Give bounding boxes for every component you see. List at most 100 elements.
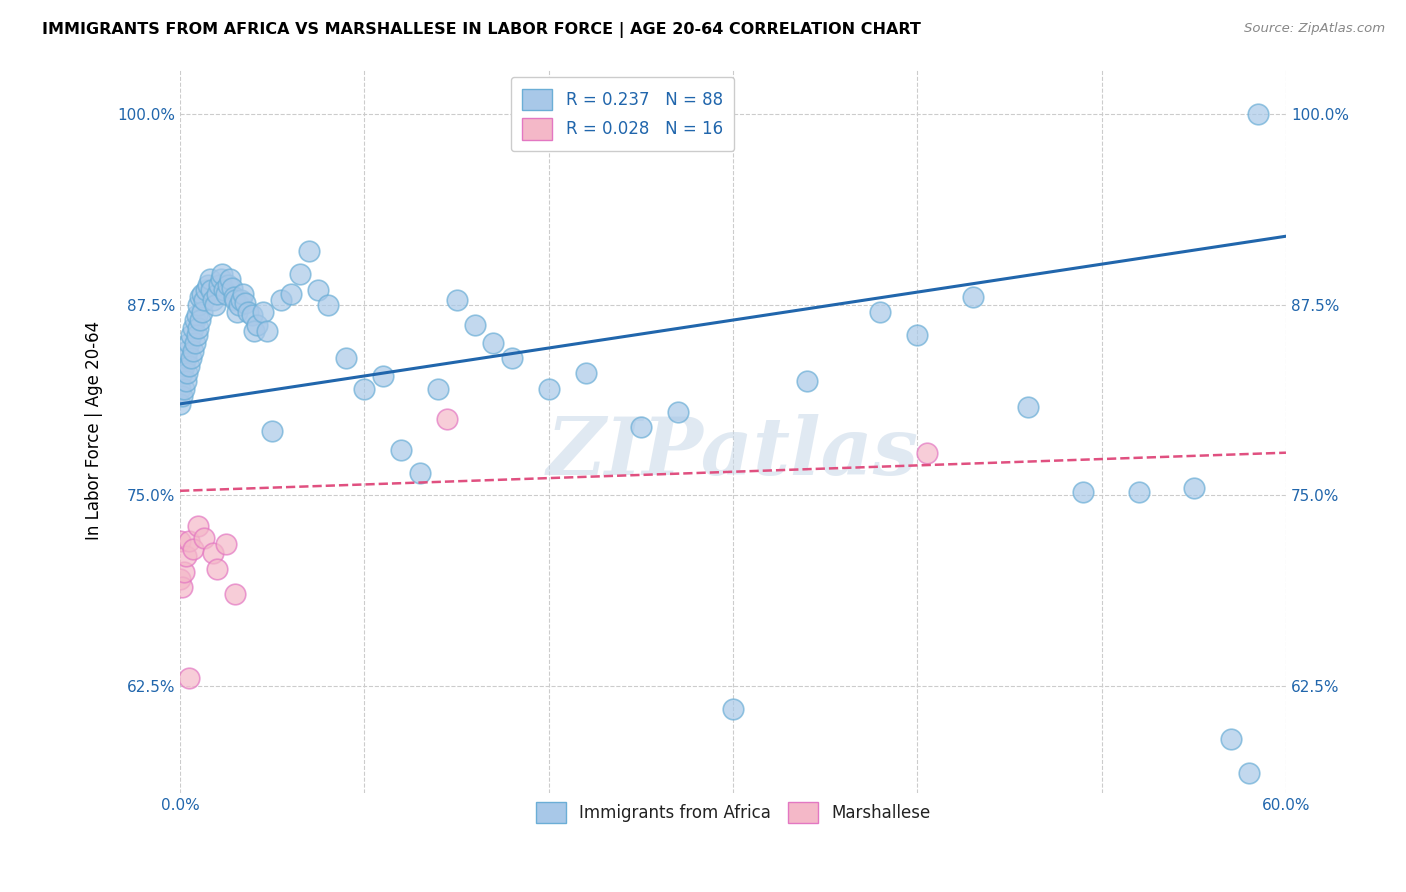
Point [1071, 485, 1094, 500]
Point [191, 305, 214, 319]
Point [197, 278, 219, 293]
Text: IMMIGRANTS FROM AFRICA VS MARSHALLESE IN LABOR FORCE | AGE 20-64 CORRELATION CHA: IMMIGRANTS FROM AFRICA VS MARSHALLESE IN… [42, 22, 921, 38]
Point [217, 278, 239, 293]
Point [173, 382, 195, 396]
Point [187, 519, 209, 533]
Point [246, 318, 269, 332]
Point [170, 580, 193, 594]
Point [188, 313, 211, 327]
Point [501, 351, 523, 366]
Point [436, 412, 458, 426]
Point [181, 320, 204, 334]
Point [179, 671, 201, 685]
Point [1219, 732, 1241, 747]
Point [205, 287, 228, 301]
Point [464, 318, 486, 332]
Point [169, 534, 191, 549]
Point [353, 382, 375, 396]
Point [209, 272, 232, 286]
Point [187, 320, 209, 334]
Point [228, 298, 250, 312]
Legend: Immigrants from Africa, Marshallese: Immigrants from Africa, Marshallese [524, 790, 942, 835]
Point [446, 293, 468, 308]
Point [224, 587, 246, 601]
Point [184, 335, 207, 350]
Point [180, 328, 202, 343]
Point [208, 278, 231, 293]
Point [232, 287, 254, 301]
Point [174, 351, 197, 366]
Point [482, 335, 505, 350]
Point [962, 290, 984, 304]
Point [181, 343, 204, 358]
Point [630, 419, 652, 434]
Text: Source: ZipAtlas.com: Source: ZipAtlas.com [1244, 22, 1385, 36]
Point [869, 305, 891, 319]
Point [1237, 765, 1260, 780]
Point [179, 359, 201, 373]
Point [198, 272, 221, 286]
Point [238, 305, 260, 319]
Point [202, 293, 225, 308]
Point [1247, 107, 1270, 121]
Point [721, 702, 744, 716]
Point [229, 293, 252, 308]
Point [280, 287, 302, 301]
Point [242, 324, 264, 338]
Point [224, 293, 246, 308]
Point [537, 382, 560, 396]
Point [215, 537, 238, 551]
Point [184, 313, 207, 327]
Point [176, 367, 198, 381]
Point [193, 531, 215, 545]
Point [905, 328, 928, 343]
Point [180, 351, 202, 366]
Point [200, 283, 222, 297]
Point [169, 397, 191, 411]
Point [252, 305, 274, 319]
Point [307, 283, 329, 297]
Point [215, 287, 238, 301]
Point [202, 546, 225, 560]
Point [194, 283, 217, 297]
Point [205, 561, 228, 575]
Point [335, 351, 357, 366]
Point [222, 290, 245, 304]
Text: ZIPatlas: ZIPatlas [547, 414, 920, 491]
Point [211, 268, 233, 282]
Point [262, 425, 284, 439]
Point [186, 309, 208, 323]
Point [169, 382, 191, 396]
Point [221, 281, 243, 295]
Point [316, 298, 339, 312]
Point [179, 534, 201, 549]
Point [173, 359, 195, 373]
Point [1128, 485, 1150, 500]
Point [187, 298, 209, 312]
Point [574, 367, 596, 381]
Point [1017, 400, 1039, 414]
Y-axis label: In Labor Force | Age 20-64: In Labor Force | Age 20-64 [86, 321, 103, 541]
Point [179, 335, 201, 350]
Point [181, 541, 204, 556]
Point [173, 565, 195, 579]
Point [218, 272, 240, 286]
Point [256, 324, 278, 338]
Point [288, 268, 311, 282]
Point [270, 293, 292, 308]
Point [796, 374, 818, 388]
Point [1182, 481, 1205, 495]
Point [408, 466, 430, 480]
Point [169, 572, 191, 586]
Point [298, 244, 321, 259]
Point [915, 446, 938, 460]
Point [371, 369, 394, 384]
Point [174, 374, 197, 388]
Point [174, 549, 197, 564]
Point [176, 343, 198, 358]
Point [188, 290, 211, 304]
Point [193, 293, 215, 308]
Point [666, 404, 689, 418]
Point [233, 296, 256, 310]
Point [226, 305, 249, 319]
